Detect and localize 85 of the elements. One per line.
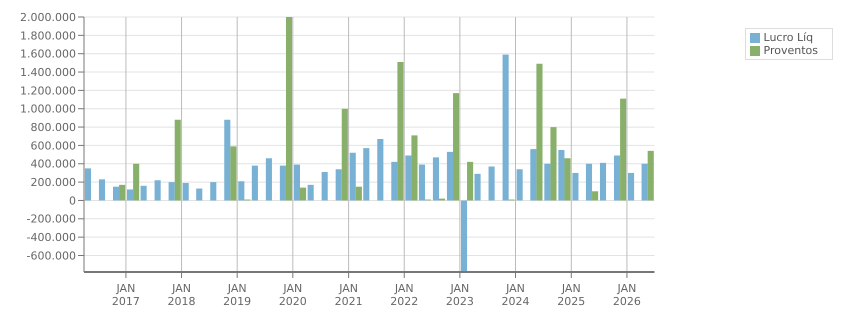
x-tick-label: JAN 2022	[390, 282, 418, 308]
y-tick-label: 600.000	[30, 139, 76, 152]
bar	[377, 138, 384, 200]
bar	[168, 182, 175, 200]
bar	[586, 164, 592, 200]
bar	[342, 108, 348, 200]
bar	[397, 62, 404, 200]
bar	[140, 186, 147, 200]
y-tick-label: 1.400.000	[20, 66, 76, 79]
bar	[411, 135, 418, 200]
bar	[174, 120, 181, 200]
y-tick-label: 200.000	[30, 176, 76, 190]
bar	[536, 64, 543, 200]
bar	[154, 180, 161, 200]
y-tick-label: -400.000	[26, 231, 76, 244]
bar	[112, 186, 120, 200]
bar	[558, 150, 564, 200]
bar	[84, 168, 92, 200]
y-tick-label: -200.000	[26, 212, 76, 226]
bar	[502, 54, 509, 200]
bar	[350, 152, 356, 200]
bar	[119, 184, 126, 200]
bar	[446, 152, 454, 200]
bar	[294, 164, 300, 200]
bar	[642, 164, 648, 200]
bar	[210, 182, 216, 200]
bar	[460, 200, 468, 272]
bar	[620, 98, 626, 200]
bar	[238, 181, 244, 200]
x-tick-label: JAN 2020	[278, 282, 307, 308]
x-tick-label: JAN 2025	[557, 282, 586, 308]
bar	[336, 169, 342, 200]
bar	[467, 162, 474, 200]
bar	[572, 172, 578, 200]
bar	[544, 164, 550, 200]
bar	[432, 157, 440, 200]
y-tick-label: 400.000	[30, 158, 76, 171]
x-tick-label: JAN 2021	[334, 282, 363, 308]
bar	[550, 127, 557, 200]
x-tick-label: JAN 2023	[446, 282, 474, 308]
y-tick-label: -600.000	[26, 249, 76, 262]
bar	[592, 191, 598, 200]
bar	[126, 189, 134, 200]
bar	[280, 166, 286, 200]
x-tick-label: JAN 2024	[502, 282, 530, 308]
x-tick-label: JAN 2019	[223, 282, 252, 308]
bar	[474, 174, 481, 200]
y-tick-label: 2.000.000	[20, 10, 76, 24]
x-tick-label: JAN 2017	[112, 282, 140, 308]
bar	[182, 183, 189, 200]
bar	[614, 156, 620, 200]
bar	[418, 164, 425, 200]
bar	[133, 164, 140, 200]
bar	[391, 162, 398, 200]
bar	[488, 166, 495, 200]
bar	[530, 149, 536, 200]
bar	[300, 188, 306, 200]
bar	[628, 172, 634, 200]
y-tick-label: 1.200.000	[20, 84, 76, 98]
bar	[322, 172, 328, 200]
bar	[196, 188, 202, 200]
y-tick-label: 0	[69, 194, 76, 208]
bar	[266, 158, 272, 200]
bar	[356, 186, 362, 200]
bar	[363, 148, 370, 200]
y-tick-label: 1.800.000	[20, 29, 76, 42]
legend-label: Proventos	[764, 44, 818, 57]
bar	[308, 184, 314, 200]
y-tick-label: 1.600.000	[20, 48, 76, 61]
bar	[405, 156, 412, 200]
bar	[286, 17, 292, 200]
x-tick-label: JAN 2018	[168, 282, 196, 308]
legend-label: Lucro Líq	[764, 31, 814, 44]
x-tick-label: JAN 2026	[612, 282, 641, 308]
bar	[648, 150, 654, 200]
bar	[98, 179, 106, 200]
bar	[564, 158, 571, 200]
bar	[516, 169, 523, 200]
y-tick-label: 800.000	[30, 120, 76, 134]
bar	[230, 146, 236, 200]
bar	[252, 166, 258, 200]
bar	[600, 162, 606, 200]
y-tick-label: 1.000.000	[20, 102, 76, 116]
bar	[453, 93, 460, 200]
bar	[224, 120, 230, 200]
